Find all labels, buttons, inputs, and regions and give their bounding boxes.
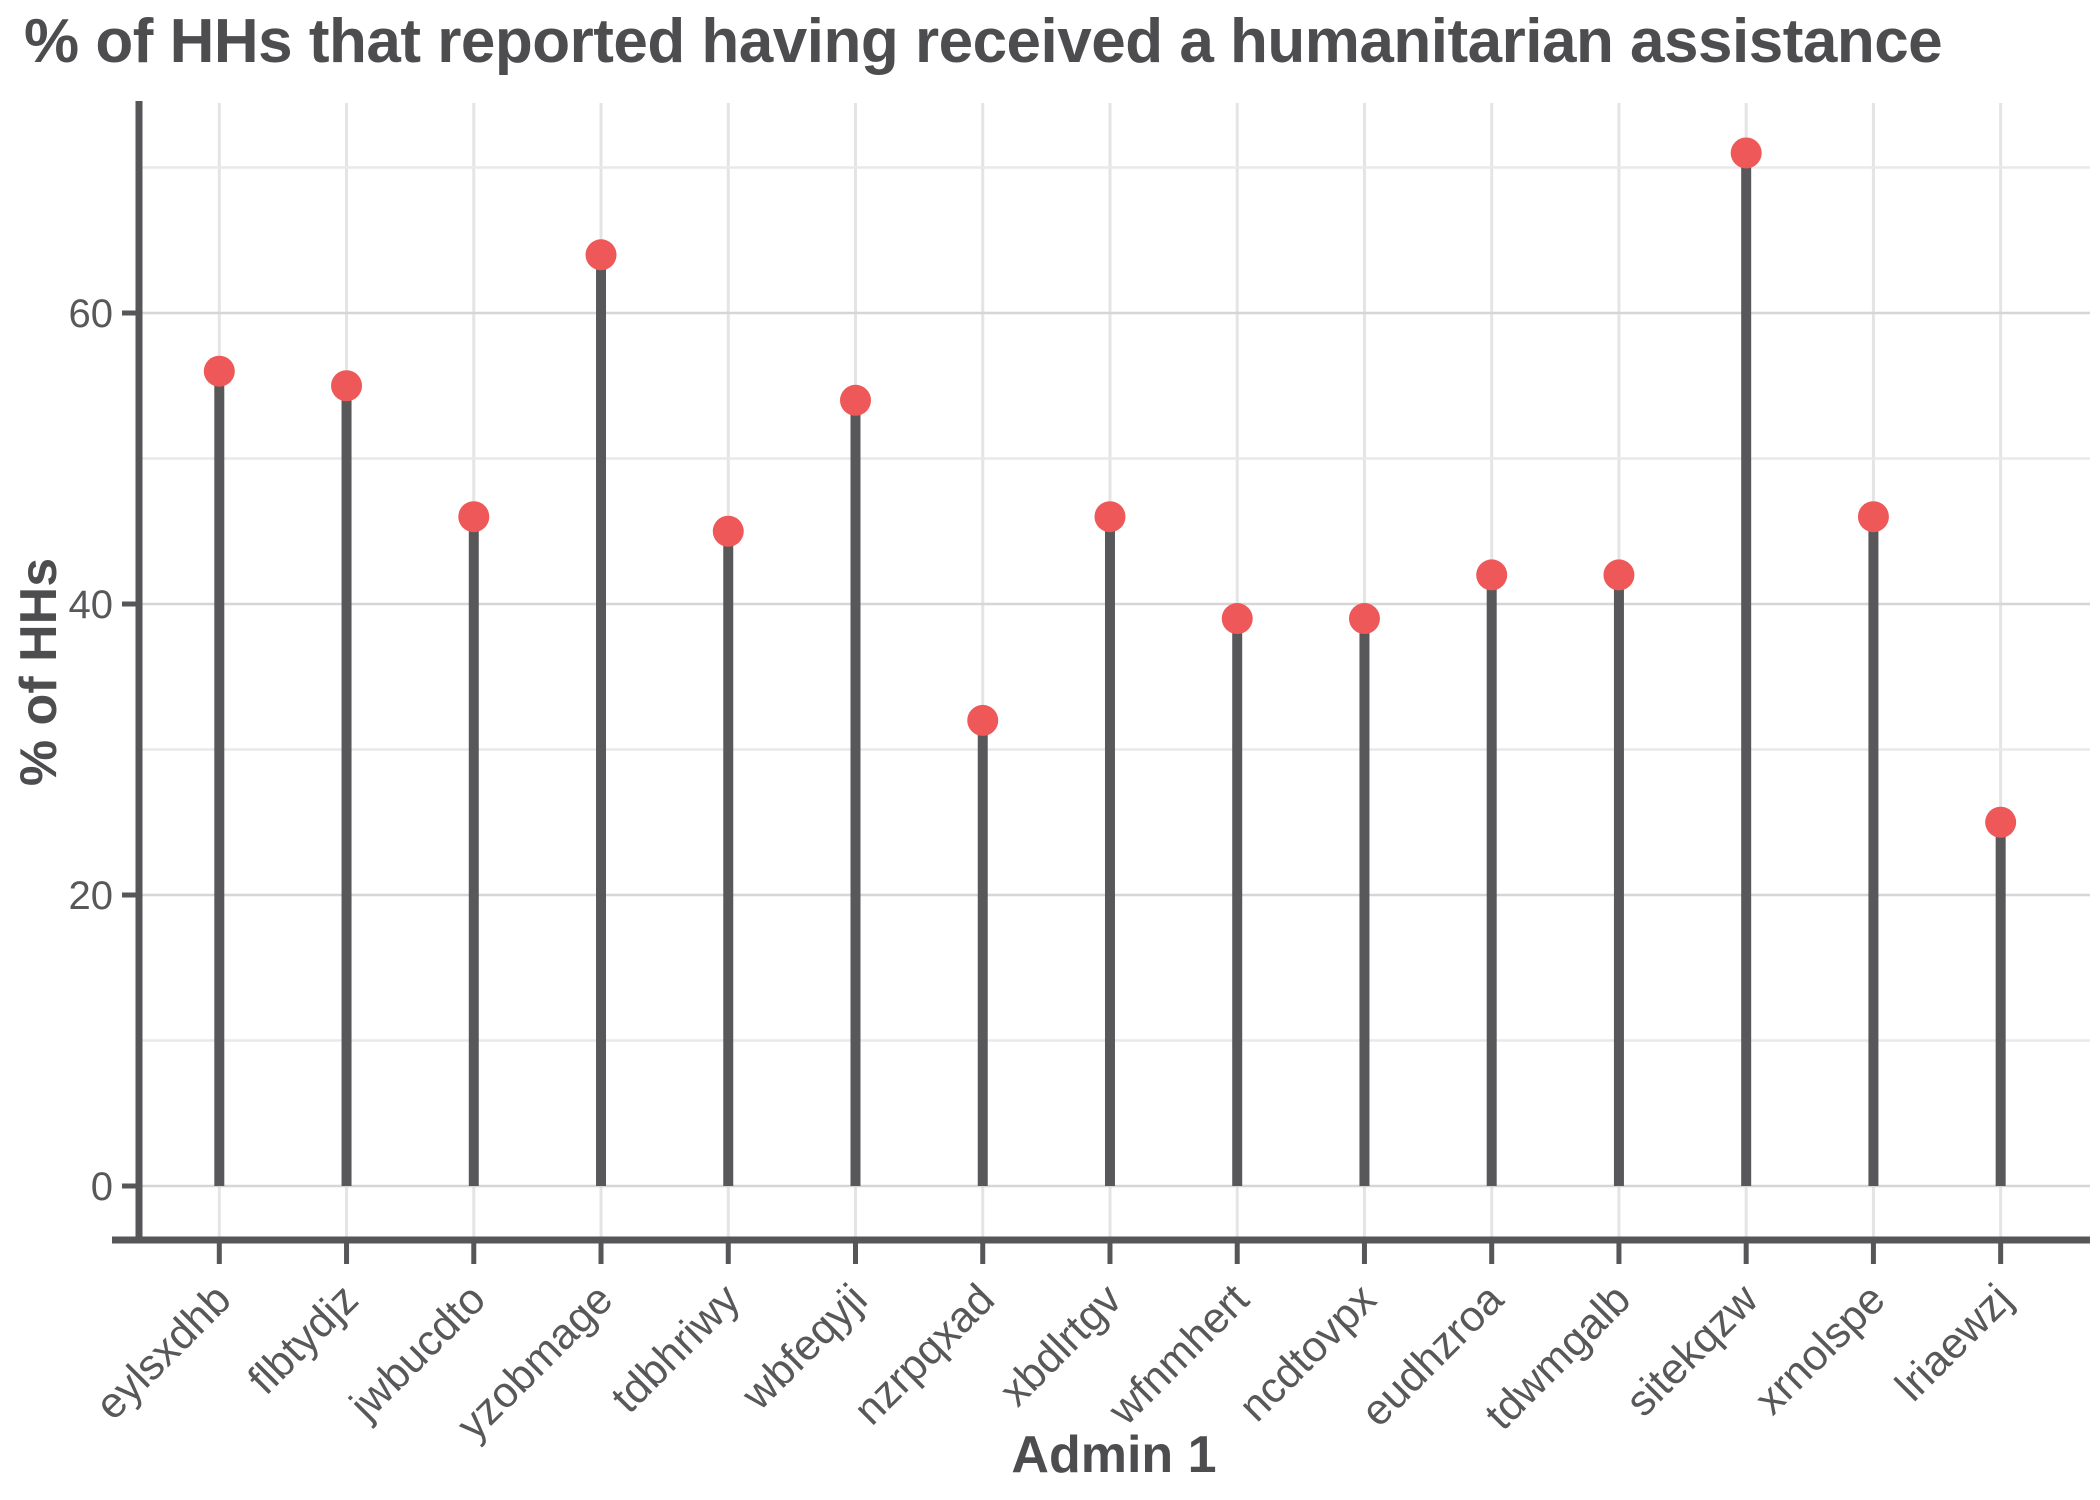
y-tick-label: 40 [69, 583, 114, 627]
data-point [1603, 559, 1635, 591]
data-point [1348, 603, 1380, 635]
x-tick-label: flbtydjz [239, 1275, 368, 1404]
data-point [1985, 806, 2017, 838]
x-tick-label: nzrpqxad [845, 1275, 1004, 1434]
data-point [967, 704, 999, 736]
data-point [1221, 603, 1253, 635]
data-point [840, 384, 871, 416]
data-point [331, 370, 363, 402]
x-tick-label: sitekqzw [1617, 1274, 1768, 1425]
series-layer [203, 137, 2017, 1186]
y-axis-title: % of HHs [10, 558, 68, 786]
data-point [1730, 137, 1762, 169]
data-point [458, 501, 490, 533]
x-tick-label: lriaewzj [1886, 1275, 2021, 1410]
x-tick-label: wfnmhert [1099, 1275, 1259, 1435]
x-tick-label: eylsxdhb [86, 1275, 240, 1429]
y-tick-label: 20 [69, 874, 114, 918]
x-tick-label: xrnolspe [1746, 1275, 1895, 1424]
chart-title: % of HHs that reported having received a… [24, 7, 1943, 76]
y-tick-label: 0 [91, 1165, 113, 1209]
data-point [585, 239, 617, 271]
data-point [1476, 559, 1508, 591]
data-point [203, 355, 235, 387]
y-tick-label: 60 [69, 292, 114, 336]
x-axis-title: Admin 1 [1011, 1426, 1216, 1484]
axis-layer: 0204060eylsxdhbflbtydjzjwbucdtoyzobmaget… [69, 101, 2090, 1449]
x-tick-label: tdbhriwy [602, 1275, 750, 1423]
data-point [1857, 501, 1889, 533]
data-point [1094, 501, 1126, 533]
data-point [712, 515, 744, 547]
